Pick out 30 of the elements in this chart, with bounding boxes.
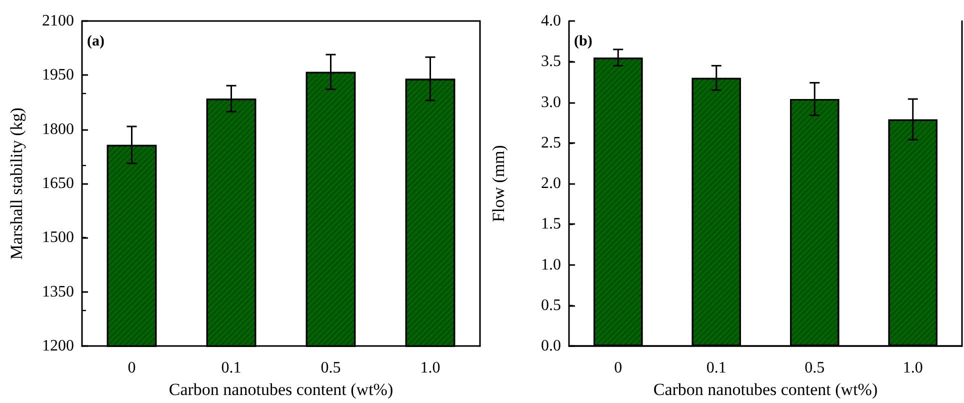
y-axis-title: Flow (mm) xyxy=(489,145,508,222)
x-tick-label: 0.1 xyxy=(706,360,726,377)
y-tick-label: 1800 xyxy=(42,120,74,138)
annotation: (a) xyxy=(87,34,104,50)
x-tick-label: 0 xyxy=(614,360,622,377)
y-tick-label: 1950 xyxy=(42,66,74,84)
x-tick-label: 1.0 xyxy=(902,360,923,377)
y-tick-label: 1.0 xyxy=(541,256,561,274)
y-tick-label: 2.5 xyxy=(541,134,561,152)
annotation: (b) xyxy=(574,34,592,50)
y-tick-label: 2100 xyxy=(42,12,74,30)
y-tick-label: 2.0 xyxy=(541,175,561,192)
y-tick-label: 0.5 xyxy=(541,296,561,314)
y-tick-label: 1500 xyxy=(42,229,74,246)
y-tick-label: 0.0 xyxy=(541,338,561,355)
y-tick-label: 4.0 xyxy=(541,12,561,30)
y-tick-label: 1200 xyxy=(42,338,74,355)
y-tick-label: 1.5 xyxy=(541,216,561,233)
y-tick-label: 1350 xyxy=(42,283,74,300)
x-tick-label: 0.5 xyxy=(804,360,825,377)
y-tick-label: 3.5 xyxy=(541,53,561,70)
y-axis-title: Marshall stability (kg) xyxy=(7,108,26,260)
x-axis-title: Carbon nanotubes content (wt%) xyxy=(653,380,878,399)
x-tick-label: 0.5 xyxy=(320,360,341,377)
x-tick-label: 0 xyxy=(128,360,136,377)
y-tick-label: 3.0 xyxy=(541,94,561,111)
y-tick-label: 1650 xyxy=(42,175,74,192)
x-tick-label: 0.1 xyxy=(221,360,242,377)
x-tick-label: 1.0 xyxy=(420,360,440,377)
x-axis-title: Carbon nanotubes content (wt%) xyxy=(168,380,394,399)
